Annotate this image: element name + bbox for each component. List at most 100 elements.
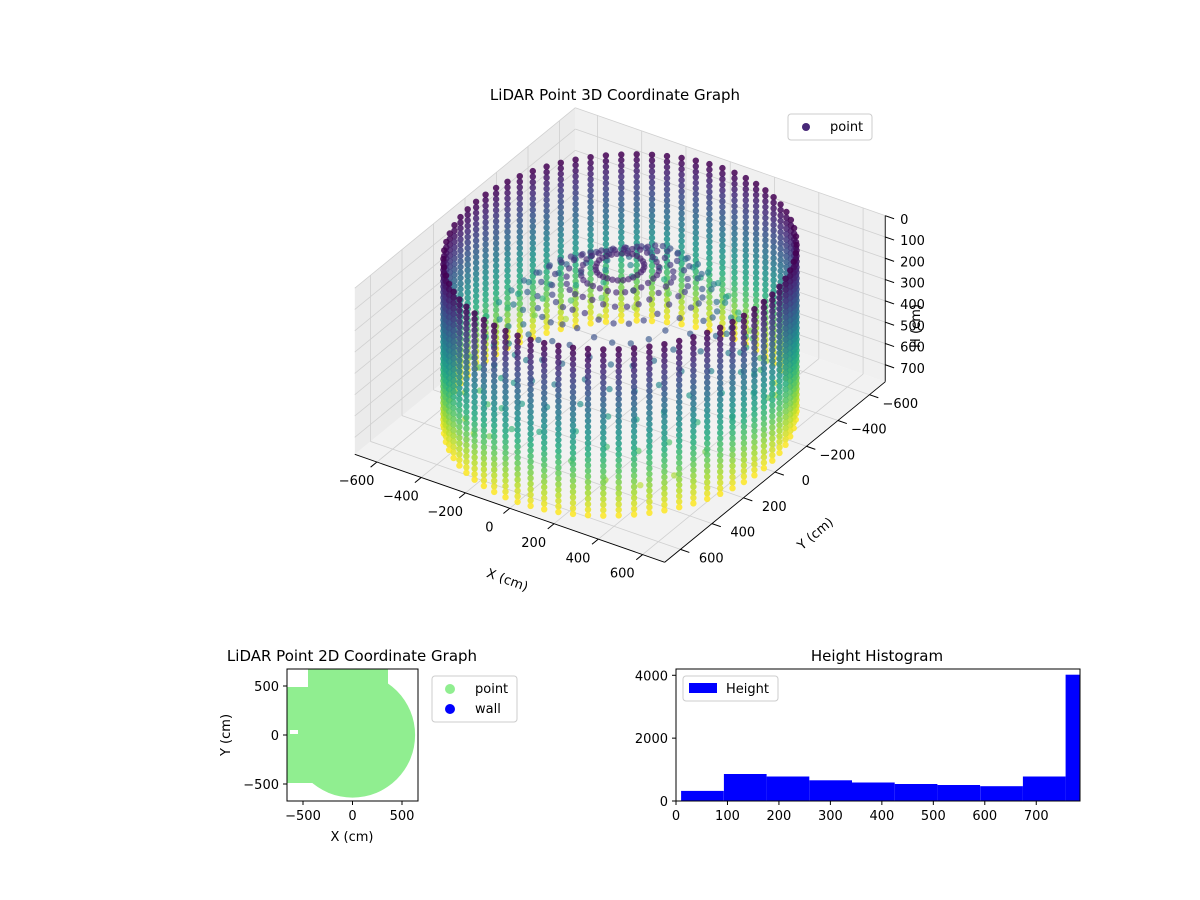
chart-3d-point bbox=[646, 393, 653, 400]
chart-3d-point bbox=[491, 416, 498, 424]
chart-3d-point bbox=[731, 274, 738, 282]
chart-3d-point bbox=[557, 226, 564, 233]
chart-3d-point bbox=[555, 420, 562, 427]
chart-3d-point bbox=[629, 245, 636, 253]
chart-3d-point bbox=[471, 365, 478, 373]
chart-3d-point bbox=[527, 342, 534, 349]
chart-3d-point bbox=[706, 232, 713, 240]
chart-3d-point bbox=[661, 429, 668, 436]
chart-3d-point bbox=[690, 400, 697, 407]
chart-3d-point bbox=[782, 391, 789, 399]
chart-2d-gap bbox=[290, 730, 298, 734]
chart-3d-point bbox=[527, 391, 534, 399]
chart-3d-point bbox=[633, 151, 640, 158]
chart-3d-point bbox=[527, 436, 534, 443]
chart-3d-point bbox=[572, 206, 579, 213]
chart-3d-point bbox=[480, 438, 488, 445]
chart-3d-point bbox=[607, 361, 615, 368]
chart-3d-point bbox=[514, 387, 521, 395]
chart-3d-point bbox=[463, 386, 470, 393]
chart-3d-point bbox=[440, 264, 448, 271]
chart-3d-point bbox=[625, 276, 632, 283]
chart-3d-point bbox=[615, 362, 622, 370]
chart-3d-point bbox=[648, 179, 656, 186]
chart-3d-point bbox=[555, 453, 562, 460]
chart-3d-point bbox=[480, 405, 488, 412]
chart-3d-point bbox=[577, 400, 584, 408]
chart-3d-point bbox=[769, 302, 776, 309]
chart-3d-point bbox=[661, 346, 668, 353]
chart-3d-point bbox=[450, 438, 457, 445]
chart-3d-point bbox=[480, 399, 488, 407]
chart-3d-point bbox=[584, 406, 592, 414]
chart-3d-point bbox=[704, 495, 711, 503]
chart-3d-point bbox=[665, 290, 672, 297]
chart-3d-point bbox=[457, 258, 464, 265]
chart-3d-point bbox=[463, 336, 470, 344]
chart-3d-ztick-label: 300 bbox=[900, 277, 925, 292]
chart-3d-point bbox=[704, 351, 711, 359]
chart-3d-point bbox=[751, 361, 758, 368]
chart-3d-point bbox=[731, 202, 738, 210]
chart-3d-point bbox=[792, 233, 800, 240]
chart-3d-point bbox=[464, 233, 471, 241]
chart-3d-point bbox=[543, 202, 550, 209]
chart-3d-point bbox=[600, 490, 607, 497]
chart-3d-point bbox=[502, 488, 509, 495]
chart-3d-point bbox=[464, 256, 471, 263]
chart-3d-point bbox=[496, 316, 503, 323]
chart-3d-point bbox=[456, 429, 463, 436]
chart-3d-point bbox=[602, 224, 610, 231]
chart-3d-point bbox=[770, 271, 777, 278]
chart-3d-point bbox=[661, 485, 668, 492]
chart-3d-point bbox=[782, 319, 789, 327]
chart-3d-point bbox=[471, 448, 478, 456]
chart-3d-point bbox=[770, 232, 777, 240]
chart-3d-point bbox=[572, 156, 579, 163]
chart-3d-point bbox=[684, 283, 692, 290]
chart-3d-point bbox=[776, 316, 783, 324]
chart-3d-point bbox=[742, 274, 749, 281]
chart-3d-point bbox=[704, 473, 711, 480]
chart-3d-point bbox=[663, 186, 671, 193]
chart-3d-point bbox=[678, 177, 685, 184]
chart-3d-point bbox=[543, 329, 550, 336]
chart-3d-point bbox=[742, 285, 749, 293]
chart-3d-zlabel: H (cm) bbox=[909, 304, 924, 348]
chart-3d-point bbox=[630, 467, 638, 474]
chart-3d-point bbox=[600, 479, 607, 486]
chart-3d-point bbox=[646, 348, 653, 356]
chart-3d-point bbox=[769, 435, 776, 442]
chart-3d-point bbox=[706, 194, 713, 201]
chart-3d-point bbox=[450, 316, 457, 323]
chart-3d-point bbox=[529, 323, 536, 330]
chart-3d-point bbox=[456, 373, 463, 381]
chart-3d-point bbox=[663, 175, 671, 182]
chart-3d-point bbox=[752, 291, 760, 298]
chart-3d-point bbox=[630, 356, 638, 363]
chart-3d-point bbox=[600, 429, 607, 436]
chart-3d-point bbox=[456, 440, 463, 447]
chart-3d-point bbox=[480, 322, 488, 329]
chart-3d-point bbox=[729, 479, 736, 486]
chart-3d-point bbox=[690, 361, 697, 369]
chart-3d-point bbox=[740, 340, 748, 347]
chart-3d-point bbox=[491, 472, 498, 479]
chart-3d-point bbox=[731, 191, 738, 199]
chart-3d-point bbox=[504, 272, 511, 280]
chart-3d-point bbox=[770, 249, 777, 256]
chart-3d-point bbox=[562, 315, 569, 323]
chart-3d-point bbox=[760, 332, 768, 339]
chart-3d-point bbox=[557, 242, 564, 250]
chart-3d-point bbox=[555, 392, 562, 399]
chart-3d-point bbox=[456, 418, 463, 425]
chart-3d-point bbox=[464, 289, 471, 296]
chart-3d-point bbox=[729, 435, 736, 442]
chart-3d-point bbox=[704, 434, 711, 442]
chart-2d-legend-marker-wall bbox=[445, 704, 455, 714]
chart-3d-point bbox=[776, 355, 783, 362]
chart-3d-point bbox=[491, 344, 498, 352]
chart-3d-point bbox=[502, 350, 509, 357]
chart-3d-point bbox=[588, 252, 596, 259]
histogram-bar bbox=[852, 782, 895, 801]
